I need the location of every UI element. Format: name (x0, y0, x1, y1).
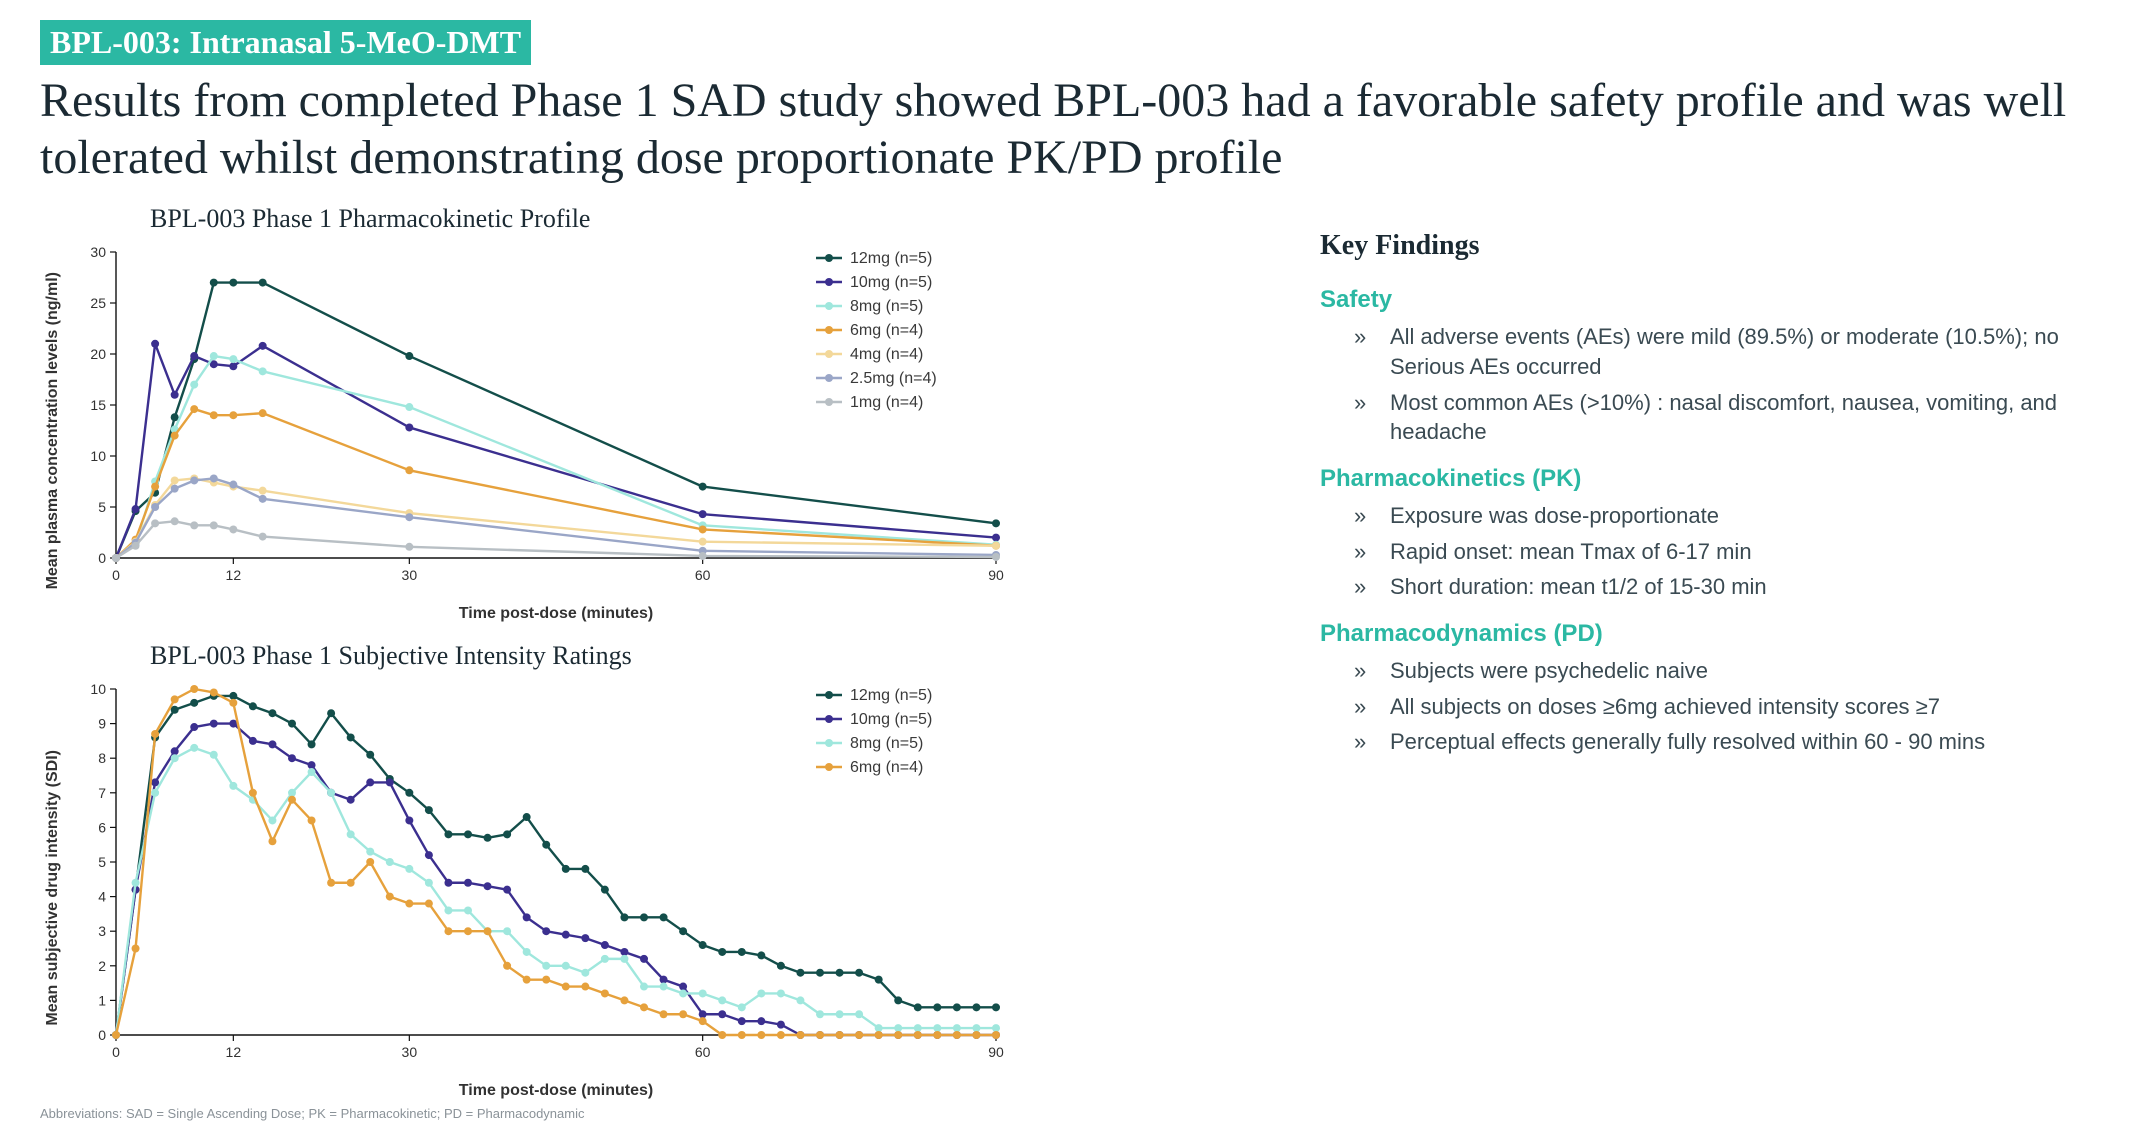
findings-column: Key Findings Safety All adverse events (A… (1320, 200, 2098, 1121)
svg-text:60: 60 (695, 1044, 711, 1060)
sdi-ylabel: Mean subjective drug intensity (SDI) (40, 750, 66, 1026)
svg-text:0: 0 (112, 1044, 120, 1060)
findings-bullet: Exposure was dose-proportionate (1354, 501, 2098, 531)
svg-text:10mg (n=5): 10mg (n=5) (850, 274, 932, 291)
svg-text:10: 10 (90, 448, 106, 464)
page-title: Results from completed Phase 1 SAD study… (40, 73, 2098, 186)
pk-chart-block: BPL-003 Phase 1 Pharmacokinetic Profile … (40, 204, 1270, 623)
svg-text:12mg (n=5): 12mg (n=5) (850, 687, 932, 704)
svg-text:90: 90 (988, 1044, 1004, 1060)
svg-text:7: 7 (98, 785, 106, 801)
svg-text:20: 20 (90, 346, 106, 362)
svg-text:15: 15 (90, 397, 106, 413)
svg-text:12mg (n=5): 12mg (n=5) (850, 250, 932, 267)
svg-text:2: 2 (98, 958, 106, 974)
sdi-chart: 01234567891001230609012mg (n=5)10mg (n=5… (66, 675, 1206, 1075)
svg-text:5: 5 (98, 854, 106, 870)
findings-section-title: Safety (1320, 286, 2098, 314)
sdi-xlabel: Time post-dose (minutes) (116, 1082, 996, 1100)
findings-section-title: Pharmacodynamics (PD) (1320, 620, 2098, 648)
sdi-chart-block: BPL-003 Phase 1 Subjective Intensity Rat… (40, 641, 1270, 1100)
findings-bullet: Most common AEs (>10%) : nasal discomfor… (1354, 388, 2098, 447)
sdi-chart-title: BPL-003 Phase 1 Subjective Intensity Rat… (150, 641, 1270, 671)
findings-bullet: Rapid onset: mean Tmax of 6-17 min (1354, 537, 2098, 567)
findings-bullets: Subjects were psychedelic naive All subje… (1320, 656, 2098, 757)
pk-chart: 0 5 10 15 20 25 30 0 12 30 60 90 12mg (n=5) 10mg (n=5… (66, 238, 1206, 598)
svg-text:30: 30 (402, 567, 418, 583)
findings-section-title: Pharmacokinetics (PK) (1320, 465, 2098, 493)
svg-text:30: 30 (402, 1044, 418, 1060)
findings-bullets: All adverse events (AEs) were mild (89.5… (1320, 322, 2098, 447)
findings-heading: Key Findings (1320, 230, 2098, 262)
svg-text:8mg (n=5): 8mg (n=5) (850, 735, 923, 752)
svg-text:60: 60 (695, 567, 711, 583)
findings-body: Safety All adverse events (AEs) were mild… (1320, 286, 2098, 757)
findings-bullet: All adverse events (AEs) were mild (89.5… (1354, 322, 2098, 381)
findings-bullets: Exposure was dose-proportionate Rapid ons… (1320, 501, 2098, 602)
svg-text:25: 25 (90, 295, 106, 311)
svg-text:4mg (n=4): 4mg (n=4) (850, 346, 923, 363)
svg-text:30: 30 (90, 244, 106, 260)
badge: BPL-003: Intranasal 5-MeO-DMT (40, 20, 531, 65)
svg-text:1mg (n=4): 1mg (n=4) (850, 394, 923, 411)
svg-text:0: 0 (98, 550, 106, 566)
svg-text:5: 5 (98, 499, 106, 515)
svg-text:12: 12 (226, 1044, 242, 1060)
svg-text:0: 0 (112, 567, 120, 583)
svg-text:6mg (n=4): 6mg (n=4) (850, 759, 923, 776)
svg-text:90: 90 (988, 567, 1004, 583)
svg-text:1: 1 (98, 993, 106, 1009)
columns: BPL-003 Phase 1 Pharmacokinetic Profile … (40, 200, 2098, 1121)
svg-text:0: 0 (98, 1027, 106, 1043)
svg-text:4: 4 (98, 889, 106, 905)
svg-text:8: 8 (98, 750, 106, 766)
svg-text:10: 10 (90, 681, 106, 697)
findings-bullet: Perceptual effects generally fully resol… (1354, 727, 2098, 757)
svg-text:3: 3 (98, 923, 106, 939)
pk-xlabel: Time post-dose (minutes) (116, 605, 996, 623)
slide: BPL-003: Intranasal 5-MeO-DMT Results fr… (0, 0, 2138, 1136)
pk-ylabel: Mean plasma concentration levels (ng/ml) (40, 272, 66, 589)
svg-text:6mg (n=4): 6mg (n=4) (850, 322, 923, 339)
findings-bullet: Subjects were psychedelic naive (1354, 656, 2098, 686)
pk-chart-title: BPL-003 Phase 1 Pharmacokinetic Profile (150, 204, 1270, 234)
svg-text:8mg (n=5): 8mg (n=5) (850, 298, 923, 315)
footnote: Abbreviations: SAD = Single Ascending Do… (40, 1106, 1270, 1121)
svg-text:10mg (n=5): 10mg (n=5) (850, 711, 932, 728)
findings-bullet: All subjects on doses ≥6mg achieved inte… (1354, 692, 2098, 722)
svg-text:6: 6 (98, 820, 106, 836)
findings-bullet: Short duration: mean t1/2 of 15-30 min (1354, 572, 2098, 602)
svg-text:9: 9 (98, 716, 106, 732)
svg-text:2.5mg (n=4): 2.5mg (n=4) (850, 370, 937, 387)
charts-column: BPL-003 Phase 1 Pharmacokinetic Profile … (40, 200, 1270, 1121)
svg-text:12: 12 (226, 567, 242, 583)
